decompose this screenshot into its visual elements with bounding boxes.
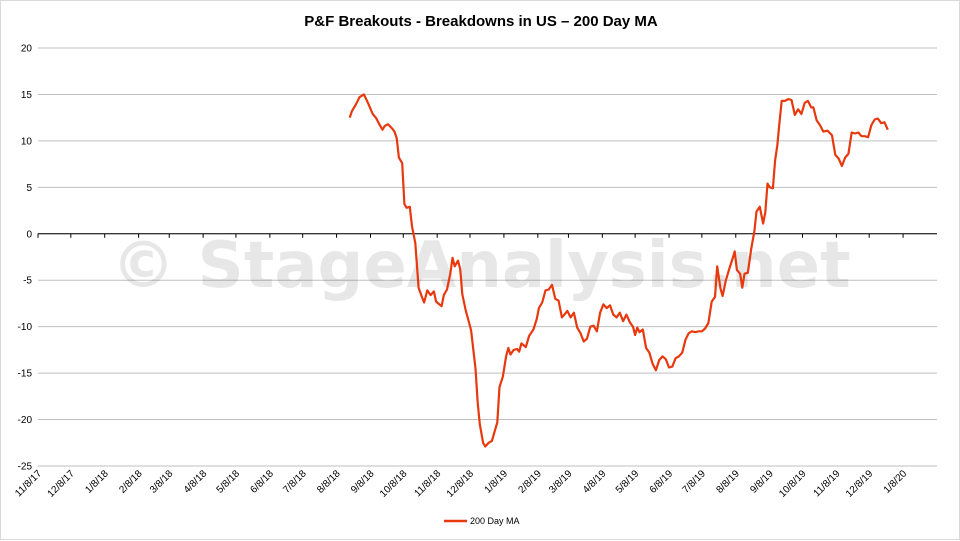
y-tick-label: -25	[18, 462, 33, 473]
x-tick-label: 5/8/19	[614, 468, 642, 496]
y-tick-label: 15	[21, 90, 33, 101]
x-tick-label: 10/8/19	[777, 468, 809, 500]
x-tick-label: 4/8/19	[581, 468, 609, 496]
series-line-0	[348, 93, 889, 448]
x-tick-label: 3/8/18	[148, 468, 176, 496]
x-tick-label: 3/8/19	[547, 468, 575, 496]
x-tick-label: 2/8/19	[516, 468, 544, 496]
x-tick-label: 6/8/18	[249, 468, 277, 496]
x-tick-label: 1/8/19	[483, 468, 511, 496]
x-tick-label: 5/8/18	[215, 468, 243, 496]
x-tick-label: 8/8/19	[714, 468, 742, 496]
legend-label: 200 Day MA	[470, 516, 520, 526]
y-tick-label: 0	[26, 229, 32, 240]
legend: 200 Day MA	[444, 516, 520, 526]
y-tick-label: -5	[23, 276, 32, 287]
x-tick-label: 11/8/19	[812, 468, 843, 499]
y-tick-label: -15	[18, 369, 33, 380]
y-axis-tick-labels: 20 15 10 5 0 -5 -10 -15 -20 -25	[18, 44, 33, 473]
x-tick-label: 7/8/18	[281, 468, 309, 496]
x-tick-label: 6/8/19	[648, 468, 676, 496]
x-tick-label: 2/8/18	[117, 468, 145, 496]
x-tick-label: 10/8/18	[378, 468, 410, 500]
x-tick-label: 9/8/18	[349, 468, 377, 496]
x-tick-label: 12/8/19	[844, 468, 876, 500]
x-tick-label: 12/8/17	[46, 468, 78, 500]
gridlines	[37, 47, 937, 467]
y-tick-label: 20	[21, 44, 33, 55]
x-tick-label: 1/8/20	[882, 468, 910, 496]
x-tick-label: 1/8/18	[83, 468, 111, 496]
x-tick-label: 4/8/18	[182, 468, 210, 496]
series-layer	[348, 93, 889, 448]
chart-title: P&F Breakouts - Breakdowns in US – 200 D…	[304, 13, 658, 30]
x-tick-label: 7/8/19	[681, 468, 709, 496]
y-tick-label: 10	[21, 136, 33, 147]
x-tick-label: 11/8/18	[412, 468, 443, 499]
x-tick-label: 11/8/17	[13, 468, 44, 499]
x-tick-label: 9/8/19	[748, 468, 776, 496]
x-tick-label: 8/8/18	[315, 468, 343, 496]
x-axis-tick-labels: 11/8/17 12/8/17 1/8/18 2/8/18 3/8/18 4/8/18 5/…	[13, 468, 909, 500]
y-tick-label: -20	[18, 415, 33, 426]
x-tick-label: 12/8/18	[445, 468, 477, 500]
y-tick-label: 5	[26, 183, 32, 194]
y-tick-label: -10	[18, 322, 33, 333]
watermark: © StageAnalysis.net	[111, 229, 850, 303]
